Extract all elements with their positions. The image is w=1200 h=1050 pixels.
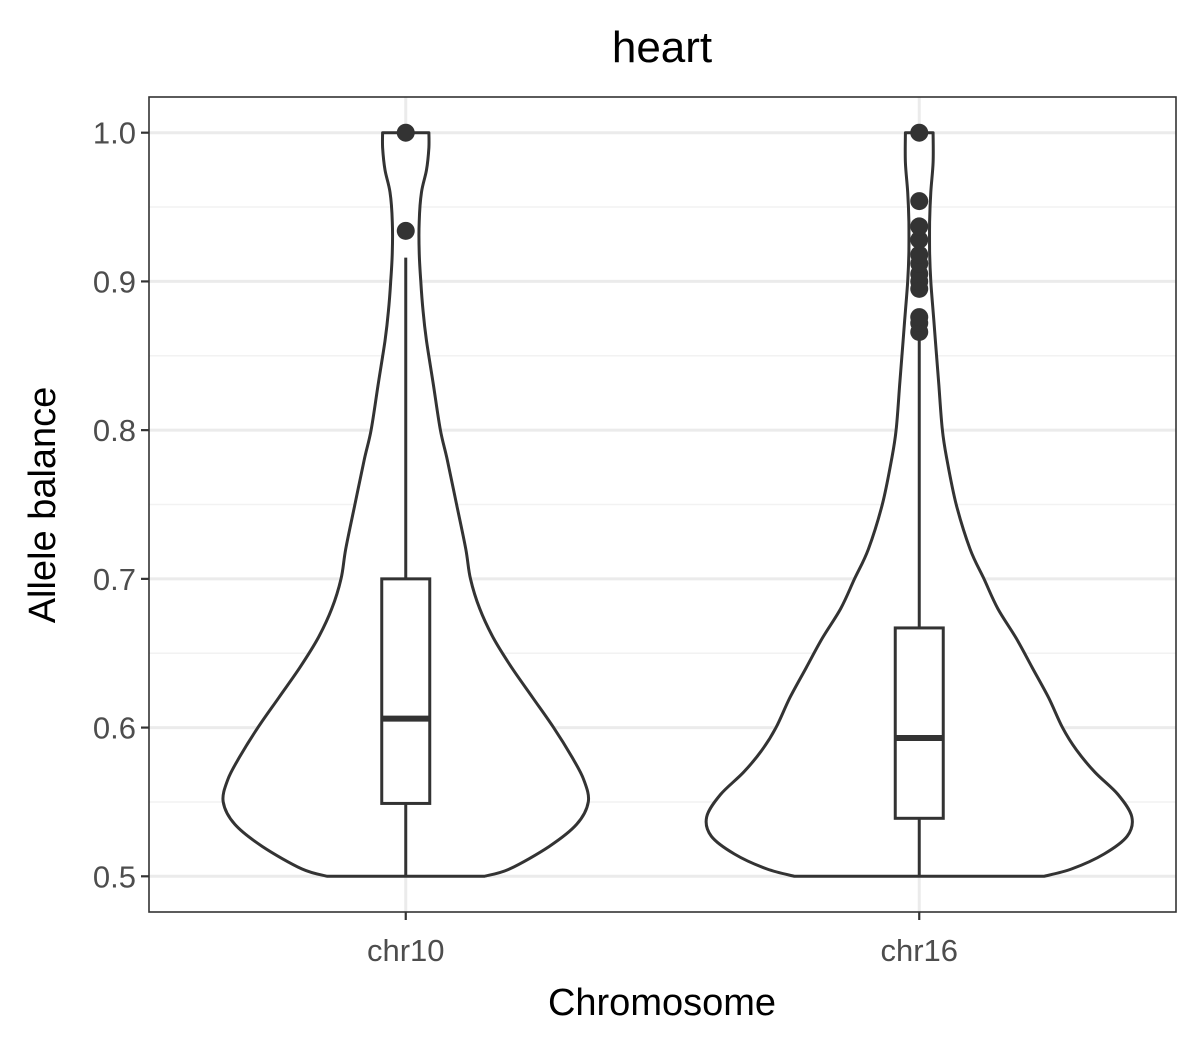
y-tick-label: 1.0 — [93, 116, 136, 151]
violin-groups — [221, 123, 1134, 878]
violin-group-chr10 — [221, 123, 591, 878]
outlier-point-chr10 — [396, 221, 415, 240]
y-tick-label: 0.8 — [93, 413, 136, 448]
outlier-point-chr10 — [396, 123, 415, 142]
panel-border — [148, 96, 1177, 913]
outlier-point-chr16 — [910, 217, 929, 236]
y-tick-label: 0.6 — [93, 711, 136, 746]
iqr-box-chr10 — [380, 577, 432, 805]
x-tick-label: chr16 — [880, 933, 958, 968]
outlier-point-chr16 — [910, 192, 929, 211]
outlier-point-chr16 — [910, 230, 929, 249]
outlier-point-chr16 — [910, 123, 929, 142]
y-axis-title: Allele balance — [22, 387, 64, 624]
outlier-point-chr16 — [910, 308, 929, 327]
y-tick-label: 0.9 — [93, 264, 136, 299]
x-tick-label: chr10 — [367, 933, 445, 968]
x-axis-title: Chromosome — [548, 982, 776, 1024]
y-axis: 0.5 0.6 0.7 0.8 0.9 1.0 — [93, 116, 149, 894]
y-tick-label: 0.7 — [93, 562, 136, 597]
y-tick-label: 0.5 — [93, 859, 136, 894]
x-axis: chr10 chr16 — [367, 912, 958, 968]
outlier-point-chr16 — [910, 245, 929, 264]
violin-group-chr16 — [704, 123, 1134, 878]
iqr-box-chr16 — [893, 626, 945, 820]
chart-title: heart — [612, 23, 712, 72]
